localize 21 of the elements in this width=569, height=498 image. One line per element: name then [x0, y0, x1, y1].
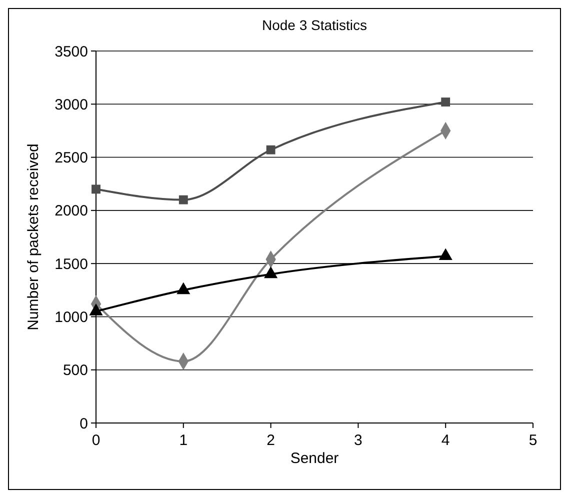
- point: [178, 195, 188, 204]
- y-axis-title: Number of packets received: [25, 144, 42, 330]
- x-tick-label: 5: [528, 432, 538, 449]
- x-tick-label: 4: [441, 432, 450, 449]
- y-tick-label: 500: [62, 362, 88, 380]
- y-tick-label: 0: [80, 415, 88, 432]
- y-tick-label: 1500: [54, 256, 88, 273]
- y-tick-label: 2000: [54, 202, 88, 220]
- point: [266, 145, 276, 154]
- x-axis-title: Sender: [290, 450, 339, 467]
- point: [92, 184, 100, 194]
- y-tick-label: 3500: [54, 43, 88, 60]
- point: [441, 98, 450, 106]
- x-tick-label: 3: [354, 432, 362, 449]
- chart-title: Node 3 Statistics: [262, 17, 368, 33]
- y-tick-label: 3000: [54, 96, 88, 114]
- x-tick-label: 0: [92, 432, 100, 449]
- x-tick-label: 1: [179, 432, 188, 449]
- y-tick-label: 1000: [54, 308, 88, 326]
- x-tick-label: 2: [266, 432, 275, 449]
- y-tick-label: 2500: [54, 150, 88, 167]
